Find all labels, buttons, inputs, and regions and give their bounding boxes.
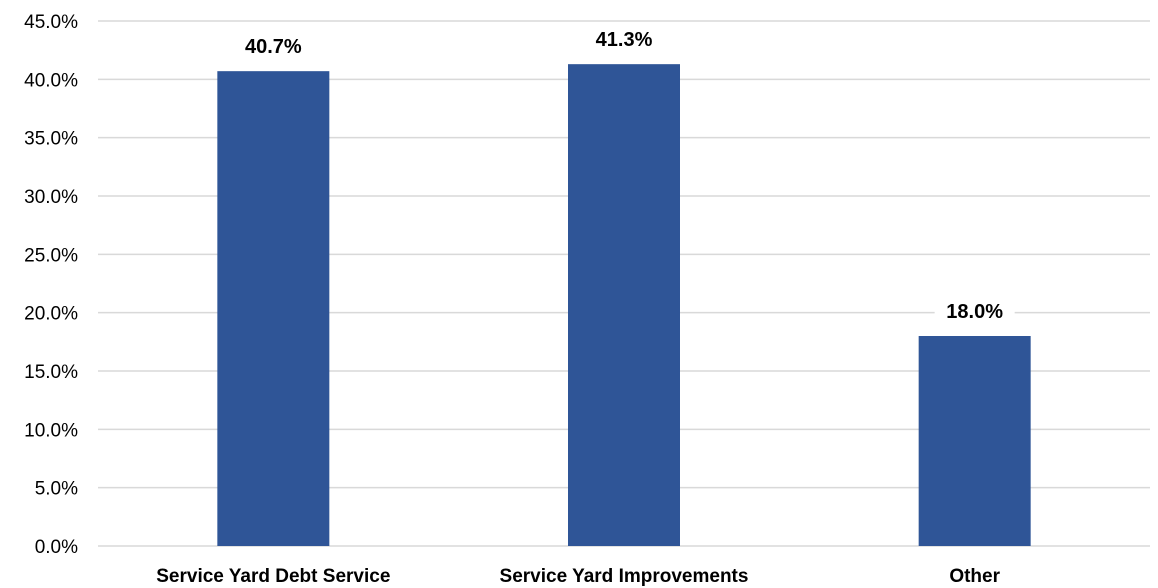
- bar: [217, 71, 330, 547]
- y-tick-label: 10.0%: [24, 420, 78, 441]
- y-tick-label: 30.0%: [24, 187, 78, 208]
- data-label: 41.3%: [596, 29, 653, 51]
- data-label-background: [584, 26, 664, 55]
- x-category-label: Other: [949, 566, 1000, 587]
- x-axis-categories: Service Yard Debt Service Service Yard Im…: [156, 566, 1000, 587]
- data-label: 18.0%: [946, 301, 1003, 323]
- y-tick-label: 45.0%: [24, 12, 78, 33]
- data-labels: 40.7% 41.3% 18.0%: [233, 26, 1015, 326]
- y-tick-label: 5.0%: [35, 479, 78, 500]
- y-tick-label: 0.0%: [35, 537, 78, 558]
- bars: [217, 64, 1031, 547]
- data-label-background: [233, 33, 314, 62]
- x-category-label: Service Yard Debt Service: [156, 566, 390, 587]
- y-axis-ticks: 0.0% 5.0% 10.0% 15.0% 20.0% 25.0% 30.0% 35.0% 40…: [24, 12, 78, 558]
- data-label: 40.7%: [245, 36, 302, 58]
- data-label-background: [934, 298, 1015, 326]
- y-tick-label: 35.0%: [24, 129, 78, 150]
- y-tick-label: 25.0%: [24, 245, 78, 266]
- bar: [568, 64, 680, 547]
- y-tick-label: 20.0%: [24, 304, 78, 325]
- x-category-label: Service Yard Improvements: [500, 566, 749, 587]
- y-tick-label: 40.0%: [24, 70, 78, 91]
- bar: [918, 336, 1031, 546]
- y-tick-label: 15.0%: [24, 362, 78, 383]
